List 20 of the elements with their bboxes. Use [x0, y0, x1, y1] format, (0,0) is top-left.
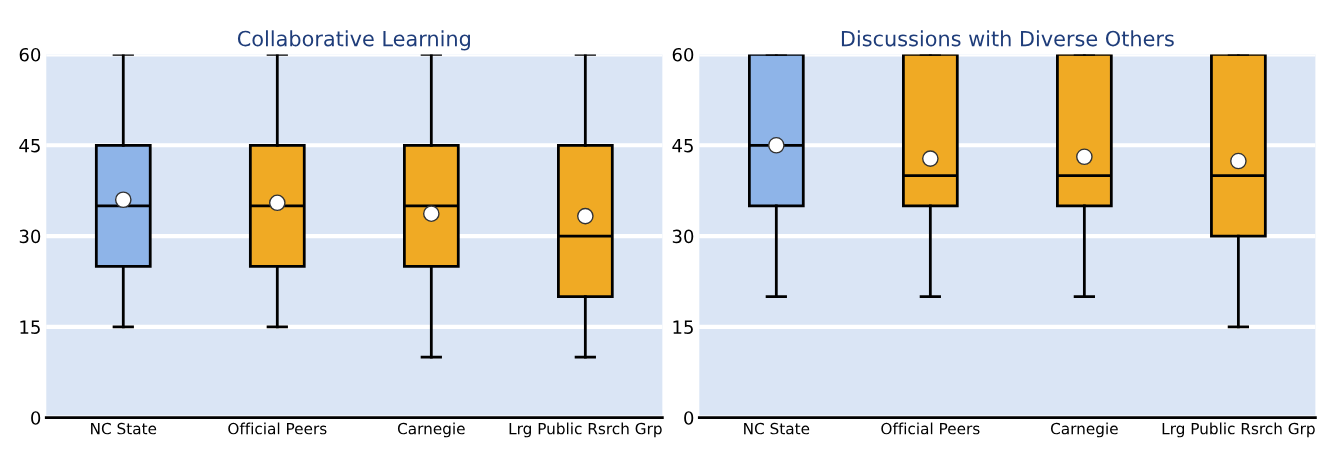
chart-title: Collaborative Learning [237, 30, 470, 51]
x-tick-label: Official Peers [228, 422, 327, 435]
x-tick-label: NC State [744, 422, 810, 435]
y-tick-label: 15 [673, 320, 693, 334]
x-tick-label: Carnegie [1050, 422, 1118, 438]
y-tick-label: 30 [672, 229, 694, 244]
x-tick-label: Official Peers [881, 422, 980, 435]
y-tick-label: 60 [19, 47, 41, 62]
y-tick-label: 0 [31, 411, 41, 425]
chart-title: Discussions with Diverse Others [841, 30, 1174, 47]
y-tick-label: 60 [672, 47, 694, 62]
x-tick-label: NC State [91, 422, 157, 435]
y-tick-label: 0 [684, 411, 694, 425]
y-tick-label: 30 [19, 229, 41, 244]
x-tick-label: Lrg Public Rsrch Grp [509, 422, 662, 438]
x-tick-label: Carnegie [397, 422, 465, 438]
y-tick-label: 15 [20, 320, 40, 334]
y-tick-label: 45 [19, 138, 40, 153]
x-tick-label: Lrg Public Rsrch Grp [1162, 422, 1315, 438]
y-tick-label: 45 [672, 138, 693, 153]
